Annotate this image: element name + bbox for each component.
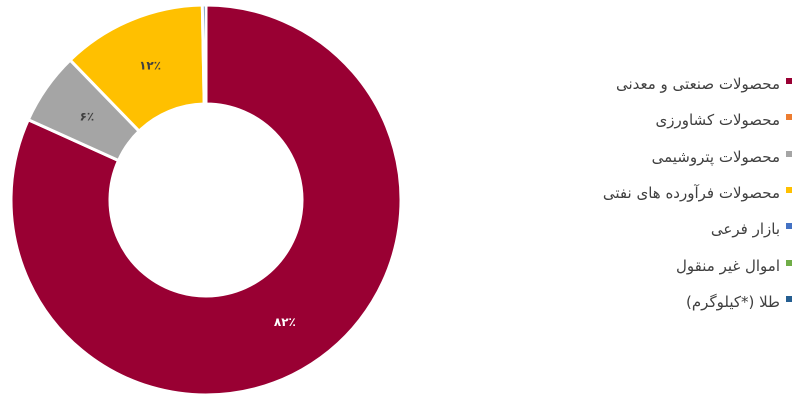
legend-item-4: بازار فرعی: [560, 211, 792, 247]
legend-item-3: محصولات فرآورده های نفتی: [560, 175, 792, 211]
slice-label-3: ۱۲٪: [139, 59, 161, 73]
legend-label-1: محصولات کشاورزی: [655, 111, 780, 130]
chart-legend: محصولات صنعتی و معدنی محصولات کشاورزی محصو…: [560, 66, 792, 320]
legend-item-0: محصولات صنعتی و معدنی: [560, 66, 792, 102]
legend-label-4: بازار فرعی: [710, 220, 780, 239]
slice-6: [200, 3, 208, 106]
legend-swatch-5: [786, 259, 792, 266]
legend-label-2: محصولات پتروشیمی: [651, 147, 780, 166]
slice-label-2: ۶٪: [80, 109, 95, 123]
legend-label-6: طلا (*کیلوگرم): [686, 292, 780, 311]
legend-swatch-6: [786, 295, 792, 302]
legend-label-5: اموال غیر منقول: [676, 256, 780, 275]
legend-item-1: محصولات کشاورزی: [560, 102, 792, 138]
donut-chart: ۸۲٪ ۶٪ ۱۲٪: [9, 3, 403, 394]
legend-swatch-3: [786, 187, 792, 194]
legend-item-2: محصولات پتروشیمی: [560, 139, 792, 175]
slice-0: [9, 3, 403, 394]
legend-swatch-0: [786, 78, 792, 85]
legend-swatch-1: [786, 114, 792, 121]
legend-swatch-4: [786, 223, 792, 230]
legend-label-0: محصولات صنعتی و معدنی: [615, 75, 780, 94]
legend-item-5: اموال غیر منقول: [560, 247, 792, 283]
legend-item-6: طلا (*کیلوگرم): [560, 284, 792, 320]
legend-swatch-2: [786, 150, 792, 157]
slice-label-0: ۸۲٪: [274, 315, 296, 329]
legend-label-3: محصولات فرآورده های نفتی: [602, 184, 780, 203]
